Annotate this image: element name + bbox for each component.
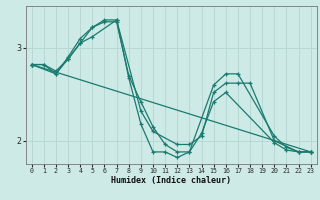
X-axis label: Humidex (Indice chaleur): Humidex (Indice chaleur)	[111, 176, 231, 185]
